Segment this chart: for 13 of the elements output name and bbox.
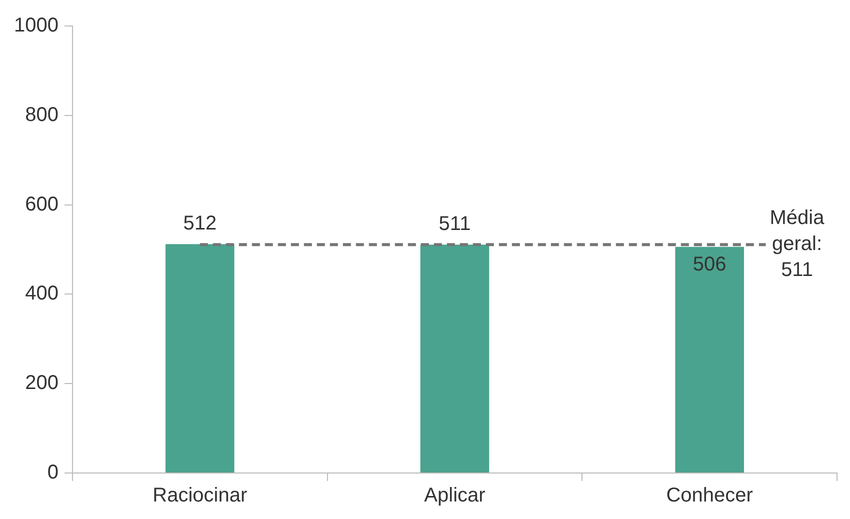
data-label: 511 (438, 213, 471, 236)
y-tick-label: 0 (47, 462, 58, 484)
x-tick-label: Conhecer (666, 484, 754, 507)
y-tick-label: 800 (25, 104, 58, 126)
x-tick-label: Aplicar (424, 484, 486, 507)
data-label: 512 (183, 212, 217, 235)
y-tick-label: 600 (25, 193, 58, 216)
y-tick-label: 200 (25, 372, 58, 394)
y-tick-label: 400 (25, 282, 58, 305)
data-label: 506 (692, 253, 726, 276)
y-tick-label: 1000 (14, 14, 58, 37)
ref-line-label: Média geral: 511 (770, 207, 826, 282)
x-tick-label: Raciocinar (152, 484, 248, 507)
